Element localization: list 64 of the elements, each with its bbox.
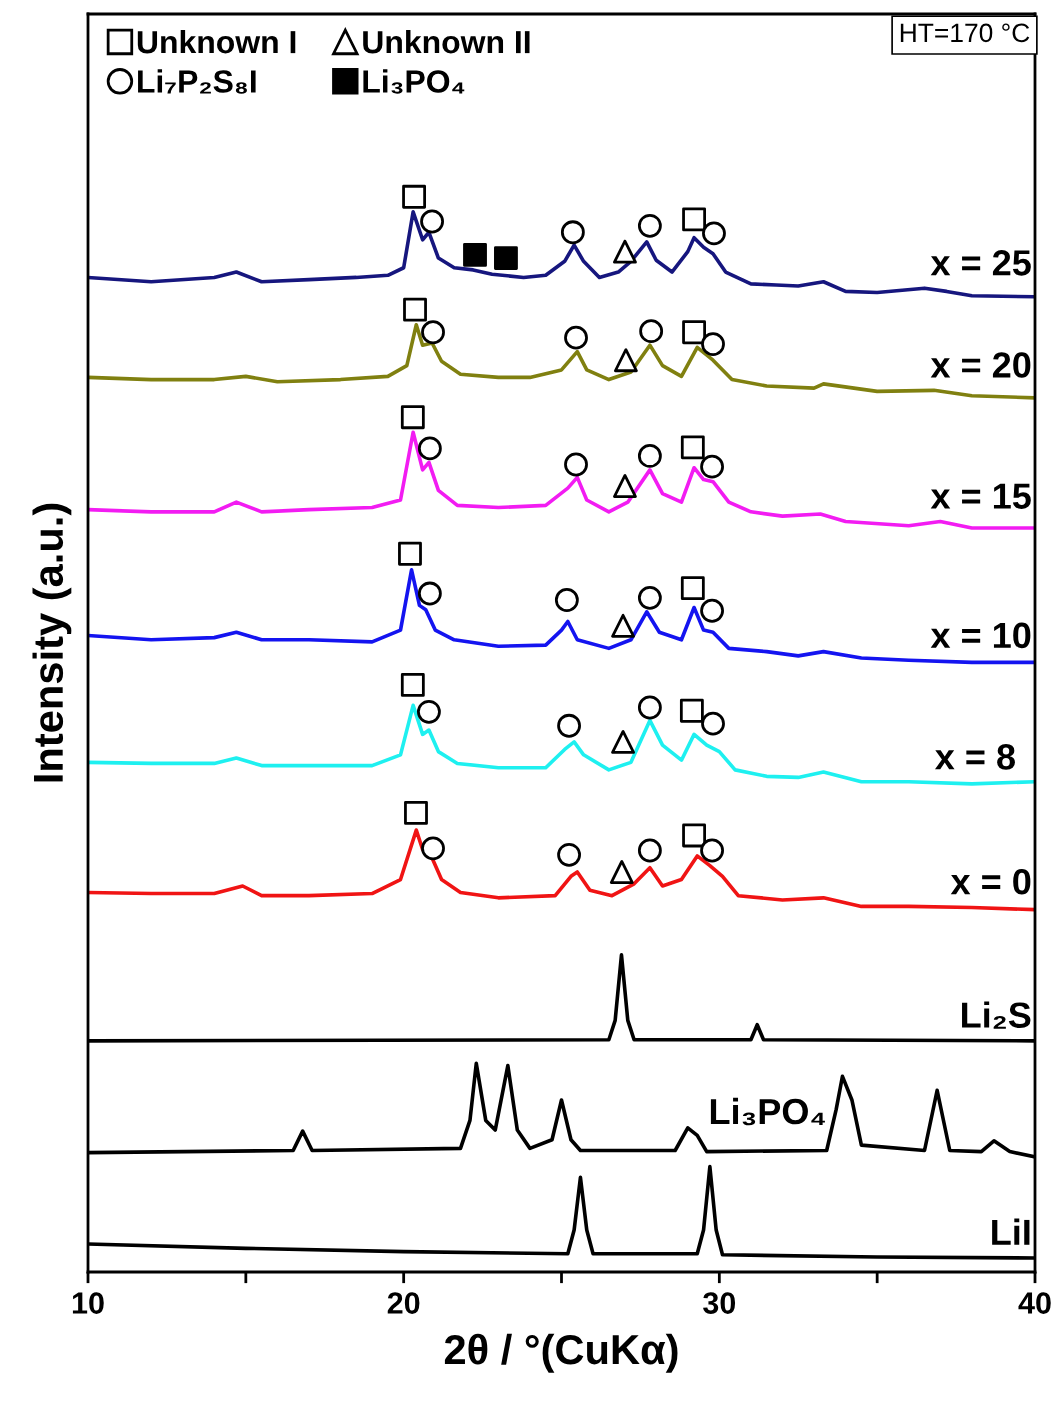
point [680, 435, 705, 460]
point [463, 242, 487, 267]
point [701, 711, 725, 736]
point [398, 541, 422, 566]
point [494, 246, 518, 270]
point [682, 320, 706, 345]
point [557, 713, 581, 738]
point [417, 581, 442, 606]
x-tick-label: 10 [72, 1292, 104, 1314]
point [403, 297, 427, 322]
point [637, 838, 662, 863]
point [417, 699, 441, 724]
point [400, 405, 425, 430]
point [420, 209, 444, 234]
point [613, 348, 638, 373]
point [564, 452, 588, 477]
series-label: x = 20 [930, 352, 1031, 378]
point [700, 598, 724, 623]
point [417, 436, 442, 461]
x-tick-label: 30 [703, 1292, 736, 1314]
point [637, 213, 662, 238]
point [609, 860, 634, 884]
point [702, 221, 726, 246]
series-label: x = 8 [934, 744, 1015, 770]
point [421, 836, 445, 861]
point [560, 220, 585, 245]
series-label: LiI [992, 1218, 1030, 1245]
legend-label: Unknown II [363, 29, 530, 54]
point [639, 319, 664, 344]
point [611, 730, 635, 754]
point [701, 332, 725, 357]
point [554, 588, 579, 612]
x-axis-title: 2θ / °(CuKα) [444, 1333, 678, 1373]
series-label: x = 15 [930, 483, 1031, 509]
point [613, 474, 637, 498]
point [637, 695, 662, 720]
point [613, 239, 637, 264]
point [564, 325, 588, 350]
legend-label: Li₃PO₄ [363, 69, 465, 94]
series-label: Li₂S [962, 1001, 1031, 1029]
point [679, 698, 704, 723]
point [682, 823, 706, 848]
point [421, 320, 445, 345]
point [700, 454, 724, 479]
point [400, 673, 425, 697]
point [682, 207, 706, 232]
series-label: x = 0 [950, 868, 1031, 895]
point [700, 838, 724, 863]
point [557, 842, 581, 867]
y-axis-title: Intensity (a.u.) [32, 503, 72, 782]
legend-label: Li₇P₂S₈I [138, 69, 256, 94]
x-tick-label: 40 [1018, 1292, 1051, 1314]
series-label: x = 25 [930, 250, 1031, 276]
point [680, 576, 705, 601]
text: HT=170 °C [900, 23, 1030, 43]
x-tick-label: 20 [387, 1292, 420, 1314]
point [637, 585, 662, 610]
series-label: Li₃PO₄ [710, 1097, 825, 1126]
point [611, 613, 635, 638]
point [402, 184, 427, 209]
point [404, 800, 428, 825]
legend-label: Unknown I [137, 29, 296, 54]
point [637, 443, 662, 468]
series-label: x = 10 [930, 622, 1031, 649]
